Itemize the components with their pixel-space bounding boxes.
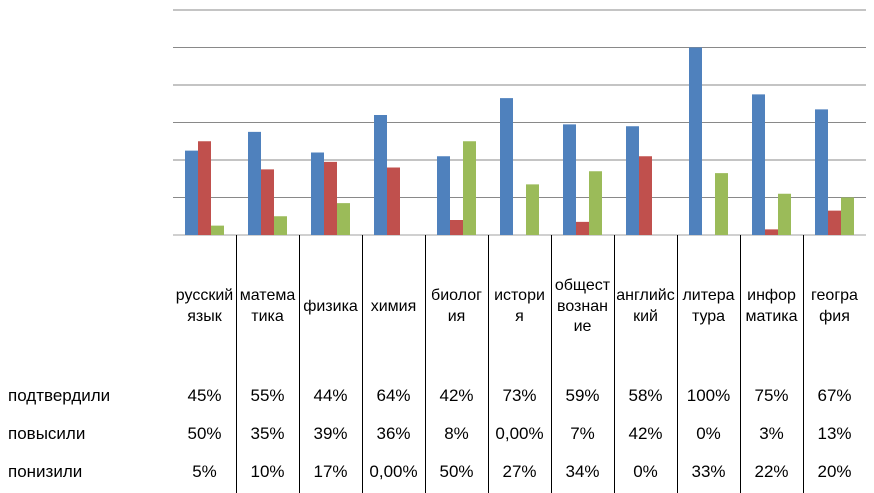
data-label: 67% [817, 386, 852, 405]
x-tick-label: география [811, 287, 858, 325]
bar [374, 115, 387, 235]
legend-row-label: понизили [8, 462, 83, 481]
data-label: 36% [376, 424, 411, 443]
bar [589, 171, 602, 235]
data-label: 20% [817, 462, 852, 481]
legend-row-label: повысили [8, 424, 86, 443]
x-tick-label: английский [616, 287, 675, 325]
data-label: 0,00% [369, 462, 418, 481]
data-label: 35% [250, 424, 285, 443]
bar [198, 141, 211, 235]
data-label: 75% [754, 386, 789, 405]
data-label: 7% [570, 424, 595, 443]
data-label: 58% [628, 386, 663, 405]
legend-row-label: подтвердили [8, 386, 111, 405]
x-tick-label: математика [239, 287, 296, 325]
data-label: 64% [376, 386, 411, 405]
data-label: 33% [691, 462, 726, 481]
bar [765, 229, 778, 235]
data-label: 59% [565, 386, 600, 405]
data-label: 39% [313, 424, 348, 443]
bar [689, 47, 702, 235]
bar [450, 220, 463, 235]
bar [185, 150, 198, 235]
bar [337, 203, 350, 235]
data-label: 100% [686, 386, 731, 405]
bar [752, 94, 765, 235]
data-label: 50% [187, 424, 222, 443]
bar [387, 167, 400, 235]
data-label: 55% [250, 386, 285, 405]
bar [841, 197, 854, 235]
x-tick-label: информатика [745, 287, 798, 325]
data-label: 27% [502, 462, 537, 481]
bar [437, 156, 450, 235]
data-label: 13% [817, 424, 852, 443]
bar [500, 98, 513, 235]
data-label: 34% [565, 462, 600, 481]
data-label: 73% [502, 386, 537, 405]
data-label: 17% [313, 462, 348, 481]
bar [828, 210, 841, 235]
bar [626, 126, 639, 235]
bar [563, 124, 576, 235]
x-tick-label: биология [431, 287, 482, 325]
bar [248, 131, 261, 235]
x-tick-label: физика [303, 297, 358, 315]
data-label: 5% [192, 462, 217, 481]
bar [715, 173, 728, 235]
bar [311, 152, 324, 235]
bar [576, 221, 589, 235]
data-label: 8% [444, 424, 469, 443]
data-label: 3% [759, 424, 784, 443]
data-label: 50% [439, 462, 474, 481]
x-tick-label: литература [682, 287, 735, 325]
data-label: 0% [633, 462, 658, 481]
bar [324, 161, 337, 235]
x-tick-label: химия [370, 297, 417, 315]
data-label: 0,00% [495, 424, 544, 443]
x-tick-label: русский язык [175, 287, 234, 325]
data-label: 22% [754, 462, 789, 481]
bar [778, 193, 791, 235]
x-tick-label: история [494, 287, 545, 325]
data-label: 0% [696, 424, 721, 443]
x-tick-label: обществознание [554, 276, 611, 336]
bar [274, 216, 287, 235]
data-label: 45% [187, 386, 222, 405]
bar [261, 169, 274, 235]
bar [639, 156, 652, 235]
data-label: 10% [250, 462, 285, 481]
bar [211, 225, 224, 235]
data-label: 42% [628, 424, 663, 443]
data-label: 44% [313, 386, 348, 405]
data-label: 42% [439, 386, 474, 405]
bar [526, 184, 539, 235]
bar [463, 141, 476, 235]
bar [815, 109, 828, 235]
